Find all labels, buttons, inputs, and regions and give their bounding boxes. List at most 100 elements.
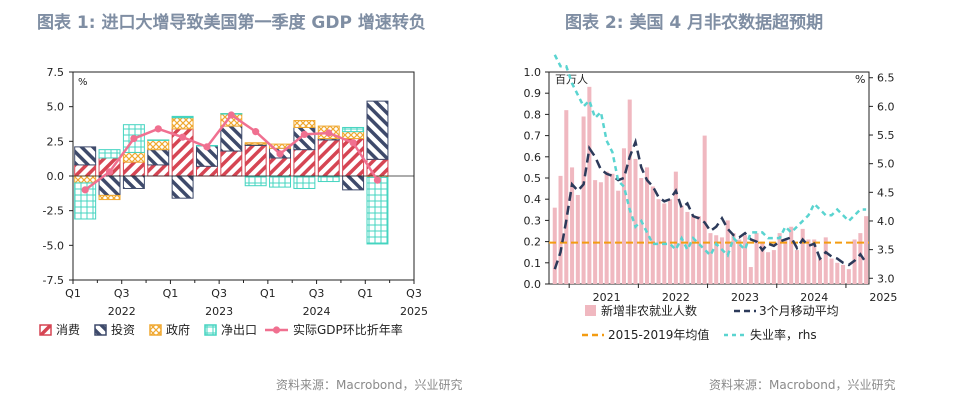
payroll-bar-2020-10 xyxy=(552,207,557,284)
payroll-bar-2021-05 xyxy=(593,180,598,284)
chart2-source: 资料来源：Macrobond，兴业研究 xyxy=(709,378,896,392)
payroll-bar-2021-06 xyxy=(598,182,603,284)
bar-investment-2022Q4 xyxy=(147,149,170,166)
legend-label-consumption: 消费 xyxy=(56,323,80,337)
chart2-left-tick-label: 0.6 xyxy=(524,151,542,164)
payroll-bar-2024-11 xyxy=(835,262,840,284)
chart1-source: 资料来源：Macrobond，兴业研究 xyxy=(276,378,463,392)
chart2-year-label: 2023 xyxy=(731,291,759,304)
gdp-point-2025Q1 xyxy=(373,176,382,184)
bar-net_exports-2022Q1 xyxy=(74,182,97,220)
chart1-xtick-label: Q1 xyxy=(163,287,179,300)
bar-government-2022Q2 xyxy=(98,194,121,201)
payroll-bar-2021-02 xyxy=(575,194,580,284)
legend-swatch-government xyxy=(149,324,162,336)
gdp-point-2024Q2 xyxy=(300,130,308,138)
payroll-bar-2024-01 xyxy=(777,233,782,284)
legend-label-avg2015: 2015-2019年均值 xyxy=(608,327,709,342)
legend-label-net_exports: 净出口 xyxy=(221,323,257,337)
payroll-bar-2024-12 xyxy=(841,264,846,284)
bar-investment-2022Q1 xyxy=(74,146,97,166)
chart2-year-label: 2024 xyxy=(800,291,828,304)
bar-government-2024Q4 xyxy=(342,131,365,140)
payroll-bar-2020-11 xyxy=(558,175,563,284)
payroll-bar-2023-09 xyxy=(754,233,759,284)
chart1-ytick-label: 2.5 xyxy=(47,135,65,148)
chart1-year-label: 2023 xyxy=(205,305,233,318)
gdp-point-2023Q4 xyxy=(252,128,260,136)
chart2-year-label: 2025 xyxy=(869,291,897,304)
chart2-left-tick-label: 0.4 xyxy=(524,193,542,206)
bar-consumption-2023Q4 xyxy=(244,144,267,177)
legend-label-government: 政府 xyxy=(166,322,190,337)
chart2-right-tick-label: 5.5 xyxy=(877,129,895,142)
chart1-xtick-label: Q1 xyxy=(357,287,373,300)
chart1-title: 图表 1: 进口大增导致美国第一季度 GDP 增速转负 xyxy=(37,13,426,33)
legend-label-avg3m: 3个月移动平均 xyxy=(759,304,839,318)
bar-net_exports-2023Q4 xyxy=(244,175,267,187)
legend-label-unemployment: 失业率，rhs xyxy=(750,327,817,342)
payroll-bar-2021-11 xyxy=(627,99,632,284)
chart2-left-tick-label: 0.5 xyxy=(524,172,542,185)
legend-marker-gdp xyxy=(272,326,281,334)
payroll-bar-2020-12 xyxy=(564,110,569,284)
payroll-bar-2024-03 xyxy=(789,226,794,284)
chart1-svg: 7.5 5.0 2.5 0.0 -2.5 -5.0 -7.5% Q1 Q3 Q1 Q3 Q1 Q3 Q1 Q… xyxy=(39,66,428,337)
chart2-left-tick-label: 0.0 xyxy=(524,278,542,291)
gdp-point-2023Q2 xyxy=(203,143,211,151)
bar-net_exports-2025Q1 xyxy=(366,176,389,245)
chart2-year-label: 2021 xyxy=(593,291,621,304)
legend-label-payroll: 新增非农就业人数 xyxy=(601,303,697,318)
gdp-point-2022Q2 xyxy=(105,168,114,176)
chart1-year-label: 2022 xyxy=(108,305,136,318)
payroll-bar-2023-01 xyxy=(708,233,713,284)
chart2-left-tick-label: 1.0 xyxy=(524,66,542,79)
chart1-xtick-label: Q3 xyxy=(114,287,130,300)
chart2-left-tick-label: 0.7 xyxy=(524,130,542,143)
payroll-bar-2021-04 xyxy=(587,86,592,284)
chart1-ytick-label: 7.5 xyxy=(47,66,65,79)
bar-net_exports-2024Q3 xyxy=(317,175,340,183)
payroll-bar-2023-02 xyxy=(714,235,719,284)
bar-investment-2025Q1 xyxy=(366,100,389,160)
chart1-year-label: 2025 xyxy=(400,305,428,318)
bar-consumption-2023Q2 xyxy=(195,165,218,177)
payroll-bar-2024-10 xyxy=(829,258,834,284)
payroll-bar-2025-03 xyxy=(858,233,863,284)
bar-consumption-2022Q1 xyxy=(74,164,97,177)
chart2-left-tick-label: 0.9 xyxy=(524,87,542,100)
legend-label-investment: 投资 xyxy=(111,322,135,337)
chart2-right-tick-label: 3.0 xyxy=(877,272,895,285)
bar-investment-2022Q2 xyxy=(98,175,121,196)
payroll-bar-2021-09 xyxy=(616,190,621,284)
payroll-bar-2024-05 xyxy=(800,228,805,284)
payroll-bar-2022-04 xyxy=(656,199,661,284)
avg3m-line xyxy=(553,137,868,270)
chart1-xtick-label: Q1 xyxy=(260,287,276,300)
payroll-bar-2025-01 xyxy=(846,269,851,284)
payroll-bar-2022-12 xyxy=(702,135,707,284)
payroll-bar-2023-07 xyxy=(743,235,748,284)
payroll-bar-2022-01 xyxy=(639,178,644,284)
chart2-right-tick-label: 6.0 xyxy=(877,100,895,113)
chart2-left-tick-label: 0.3 xyxy=(524,214,542,227)
payroll-bar-2022-02 xyxy=(645,167,650,284)
bar-consumption-2022Q4 xyxy=(147,164,170,177)
chart2-right-unit: % xyxy=(855,73,865,86)
chart1-ytick-label: -7.5 xyxy=(43,274,64,287)
payroll-bar-2023-10 xyxy=(760,241,765,284)
bar-investment-2023Q3 xyxy=(220,125,243,152)
gdp-point-2022Q3 xyxy=(130,134,138,143)
payroll-bar-2024-02 xyxy=(783,239,788,284)
chart1-ytick-label: -5.0 xyxy=(43,239,64,252)
chart2-left-unit: 百万人 xyxy=(555,73,588,86)
payroll-bar-2023-03 xyxy=(719,237,724,284)
payroll-bar-2021-10 xyxy=(621,148,626,284)
bar-net_exports-2024Q2 xyxy=(293,175,316,189)
bar-investment-2024Q4 xyxy=(342,175,365,191)
chart1-unit-label: % xyxy=(78,77,88,88)
chart2-title: 图表 2: 美国 4 月非农数据超预期 xyxy=(565,13,824,33)
chart2-right-tick-label: 5.0 xyxy=(877,158,895,171)
payroll-bar-2021-08 xyxy=(610,173,615,284)
gdp-point-2022Q4 xyxy=(154,125,162,133)
